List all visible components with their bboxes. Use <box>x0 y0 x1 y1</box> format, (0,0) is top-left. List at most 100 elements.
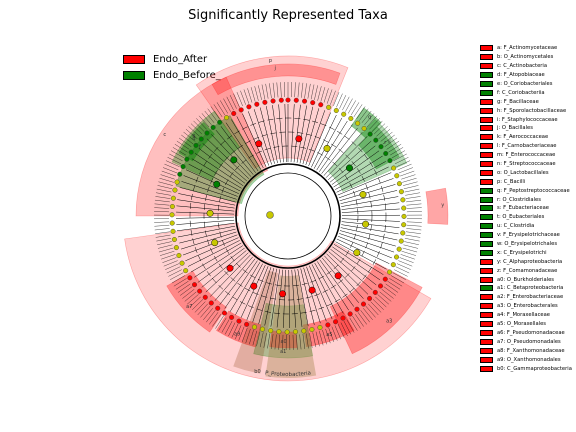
clade-legend-swatch <box>480 356 493 363</box>
clade-legend: a: F_Actinomycetaceae b: O_Actinomycetale… <box>480 44 572 373</box>
tree-arc <box>203 131 373 301</box>
clade-legend-entry: a0: O_Burkholderiales <box>480 275 572 284</box>
clade-highlight <box>211 63 341 96</box>
leaf-tip <box>159 177 174 183</box>
tree-branch <box>311 264 339 317</box>
tree-branch <box>270 269 280 327</box>
clade-legend-entry: a6: F_Pseudomonadaceae <box>480 329 572 338</box>
leaf-node <box>355 120 361 126</box>
leaf-tip <box>398 167 413 174</box>
clade-legend-label: a4: F_Moraxellaceae <box>497 312 550 319</box>
tree-branch <box>229 262 261 312</box>
leaf-node <box>244 321 250 327</box>
clade-legend-label: o: O_Lactobacillales <box>497 169 549 176</box>
leaf-tip <box>154 228 170 231</box>
leaf-tip <box>165 160 180 167</box>
tree-branch <box>188 163 241 192</box>
clade-letter: f <box>199 144 201 150</box>
clade-legend-swatch <box>480 276 493 283</box>
leaf-tip <box>403 244 419 249</box>
leaf-tip <box>406 211 422 213</box>
leaf-tip <box>154 203 170 206</box>
clade-legend-entry: t: O_Eubacteriales <box>480 213 572 222</box>
leaf-tip <box>330 90 336 105</box>
tree-branch <box>291 269 297 328</box>
tree-node <box>206 209 214 217</box>
clade-letter: j <box>273 66 275 72</box>
clade-legend-label: b0: C_Gammaproteobacteria <box>497 365 572 372</box>
clade-legend-entry: z: F_Comamonadaceae <box>480 266 572 275</box>
leaf-node <box>318 102 324 108</box>
leaf-node <box>382 276 388 282</box>
clade-letter: u <box>388 139 391 145</box>
clade-legend-entry: a8: F_Xanthomonadaceae <box>480 346 572 355</box>
leaf-tip <box>156 188 172 193</box>
clade-legend-label: t: O_Eubacteriales <box>497 214 545 221</box>
leaf-tip <box>154 221 170 223</box>
tree-branch <box>302 108 320 165</box>
leaf-tip <box>361 110 372 123</box>
leaf-node <box>268 328 274 334</box>
leaf-tip <box>247 88 253 103</box>
clade-legend-swatch <box>480 285 493 292</box>
clade-legend-label: y: C_Alphaproteobacteria <box>497 258 563 265</box>
leaf-tip <box>265 83 269 99</box>
clade-legend-swatch <box>480 249 493 256</box>
clade-legend-label: w: O_Erysipelotrichales <box>497 241 558 248</box>
leaf-tip <box>258 85 262 100</box>
leaf-tip <box>365 305 376 318</box>
clade-legend-entry: p: C_Bacilli <box>480 177 572 186</box>
leaf-tip <box>363 308 373 320</box>
leaf-tip <box>231 323 239 338</box>
leaf-tip <box>280 82 282 98</box>
leaf-tip <box>400 254 415 260</box>
tree-node <box>353 249 361 257</box>
leaf-node <box>183 268 189 274</box>
leaf-tip <box>235 325 242 340</box>
leaf-node <box>390 262 396 268</box>
clade-legend-entry: a4: F_Moraxellaceae <box>480 311 572 320</box>
tree-branch <box>276 269 283 328</box>
leaf-node <box>180 164 186 170</box>
leaf-tip <box>353 104 363 117</box>
tree-branch <box>224 260 258 309</box>
leaf-node <box>367 131 373 137</box>
tree-branch <box>317 261 349 311</box>
leaf-node <box>197 288 203 294</box>
leaf-tip <box>178 137 192 147</box>
clade-legend-entry: m: F_Enterococcaceae <box>480 151 572 160</box>
leaf-node <box>292 329 298 335</box>
tree-branch <box>309 265 333 320</box>
leaf-tip <box>356 106 366 119</box>
tree-branch <box>339 233 395 253</box>
leaf-tip <box>399 257 414 263</box>
leaf-tip <box>243 89 250 104</box>
tree-branch <box>176 211 235 215</box>
leaf-tip <box>172 147 186 156</box>
clade-legend-entry: b: O_Actinomycetales <box>480 53 572 62</box>
leaf-node <box>333 108 339 114</box>
leaf-tip <box>389 278 403 287</box>
leaf-tip <box>271 334 274 349</box>
leaf-tip <box>359 108 369 121</box>
leaf-tip <box>357 312 367 325</box>
tree-node <box>211 239 219 247</box>
leaf-tip <box>368 303 379 316</box>
tree-branch <box>180 231 237 250</box>
tree-branch <box>214 256 253 301</box>
tree-core <box>244 172 332 260</box>
leaf-tip <box>320 87 326 102</box>
tree-node <box>250 282 258 290</box>
leaf-node <box>224 115 230 121</box>
leaf-tip <box>282 334 284 350</box>
clade-legend-entry: q: F_Peptostreptococcaceae <box>480 186 572 195</box>
tree-branch <box>247 111 270 166</box>
tree-branch <box>206 138 250 179</box>
tree-branch <box>294 269 303 328</box>
leaf-tip <box>349 317 358 331</box>
leaf-tip <box>304 83 307 99</box>
tree-branch <box>225 122 259 172</box>
leaf-tip <box>401 251 417 256</box>
tree-branch <box>231 119 261 170</box>
leaf-tip <box>213 104 223 117</box>
